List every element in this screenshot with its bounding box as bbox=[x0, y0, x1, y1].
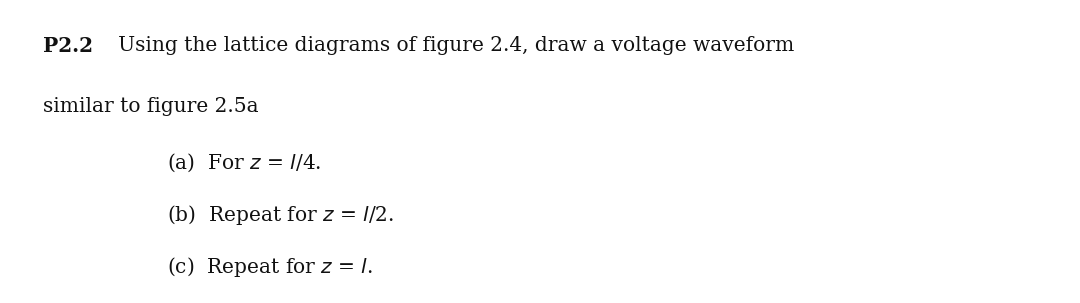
Text: (c)  Repeat for $z$ = $\it{l}$.: (c) Repeat for $z$ = $\it{l}$. bbox=[167, 255, 374, 278]
Text: (a)  For $z$ = $\it{l}$/4.: (a) For $z$ = $\it{l}$/4. bbox=[167, 152, 322, 174]
Text: similar to figure 2.5a: similar to figure 2.5a bbox=[43, 97, 259, 116]
Text: Using the lattice diagrams of figure 2.4, draw a voltage waveform: Using the lattice diagrams of figure 2.4… bbox=[99, 36, 795, 55]
Text: (b)  Repeat for $z$ = $\it{l}$/2.: (b) Repeat for $z$ = $\it{l}$/2. bbox=[167, 203, 394, 227]
Text: P2.2: P2.2 bbox=[43, 36, 93, 56]
